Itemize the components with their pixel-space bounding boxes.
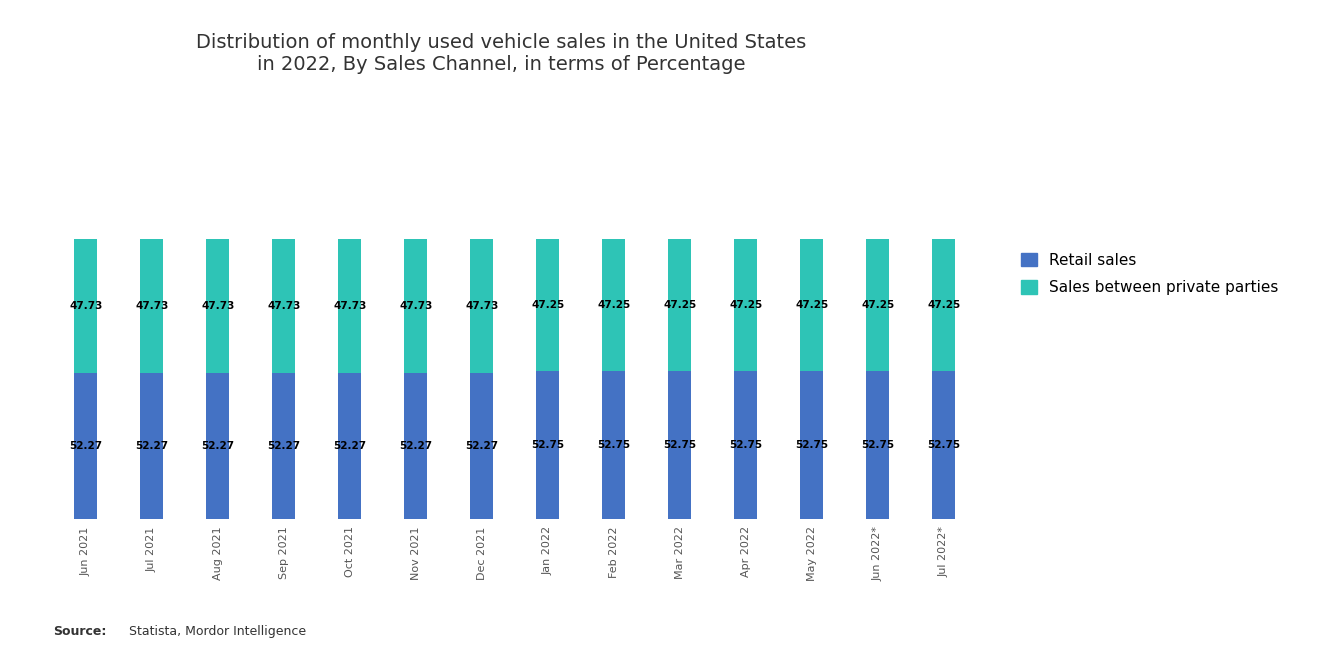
Bar <box>602 371 626 519</box>
Bar <box>668 239 692 371</box>
Bar <box>404 239 428 372</box>
Bar <box>602 239 626 371</box>
Text: 47.25: 47.25 <box>927 301 961 311</box>
Bar <box>470 239 494 372</box>
Bar <box>140 239 164 372</box>
Text: 52.27: 52.27 <box>69 441 103 451</box>
Bar <box>866 371 890 519</box>
Text: 52.27: 52.27 <box>267 441 301 451</box>
Text: 52.75: 52.75 <box>729 440 763 450</box>
Bar <box>404 372 428 519</box>
Bar <box>470 372 494 519</box>
Text: Statista, Mordor Intelligence: Statista, Mordor Intelligence <box>121 625 306 638</box>
Bar <box>272 372 296 519</box>
Bar <box>932 239 956 371</box>
Bar <box>140 372 164 519</box>
Text: Distribution of monthly used vehicle sales in the United States
in 2022, By Sale: Distribution of monthly used vehicle sal… <box>197 33 807 74</box>
Text: 52.75: 52.75 <box>795 440 829 450</box>
Text: 52.27: 52.27 <box>465 441 499 451</box>
Text: 47.73: 47.73 <box>69 301 103 311</box>
Bar <box>536 239 560 371</box>
Text: 52.27: 52.27 <box>333 441 367 451</box>
Text: 52.27: 52.27 <box>135 441 169 451</box>
Text: 47.25: 47.25 <box>531 301 565 311</box>
Text: 47.25: 47.25 <box>597 301 631 311</box>
Bar <box>338 372 362 519</box>
Bar <box>272 239 296 372</box>
Text: 47.73: 47.73 <box>399 301 433 311</box>
Text: 47.73: 47.73 <box>267 301 301 311</box>
Bar <box>206 239 230 372</box>
Text: 47.73: 47.73 <box>333 301 367 311</box>
Bar <box>800 239 824 371</box>
Bar <box>932 371 956 519</box>
Text: Source:: Source: <box>53 625 106 638</box>
Text: 52.75: 52.75 <box>861 440 895 450</box>
Legend: Retail sales, Sales between private parties: Retail sales, Sales between private part… <box>1022 253 1278 295</box>
Bar <box>74 372 98 519</box>
Bar <box>338 239 362 372</box>
Text: 52.27: 52.27 <box>399 441 433 451</box>
Bar <box>866 239 890 371</box>
Bar <box>536 371 560 519</box>
Text: 52.75: 52.75 <box>597 440 631 450</box>
Text: 47.25: 47.25 <box>729 301 763 311</box>
Text: 52.27: 52.27 <box>201 441 235 451</box>
Text: 47.73: 47.73 <box>135 301 169 311</box>
Text: 47.25: 47.25 <box>861 301 895 311</box>
Text: 52.75: 52.75 <box>663 440 697 450</box>
Bar <box>734 371 758 519</box>
Text: 47.73: 47.73 <box>465 301 499 311</box>
Text: 47.25: 47.25 <box>795 301 829 311</box>
Text: 47.25: 47.25 <box>663 301 697 311</box>
Bar <box>74 239 98 372</box>
Bar <box>734 239 758 371</box>
Bar <box>800 371 824 519</box>
Bar <box>668 371 692 519</box>
Bar <box>206 372 230 519</box>
Text: 52.75: 52.75 <box>531 440 565 450</box>
Text: 52.75: 52.75 <box>927 440 961 450</box>
Text: 47.73: 47.73 <box>201 301 235 311</box>
